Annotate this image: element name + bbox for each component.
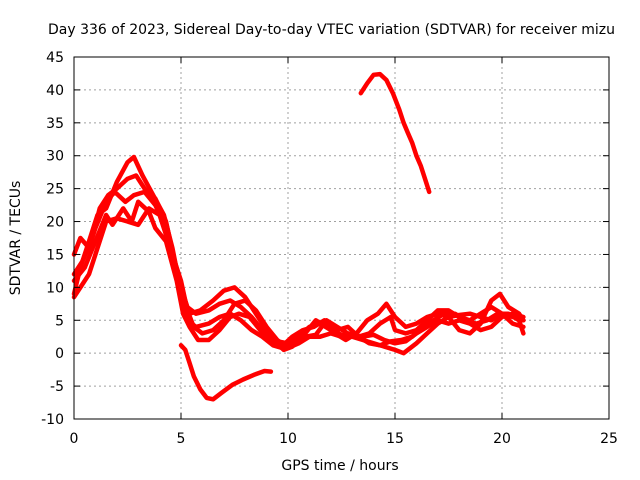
data-series <box>71 71 526 402</box>
x-tick-label: 5 <box>177 431 186 447</box>
y-tick-label: 45 <box>46 50 64 66</box>
y-tick-label: 10 <box>46 280 64 296</box>
y-tick-label: -10 <box>41 412 64 428</box>
series-line-trace-6 <box>178 343 274 402</box>
y-tick-label: 40 <box>46 83 64 99</box>
y-tick-label: 25 <box>46 182 64 198</box>
x-tick-label: 20 <box>493 431 511 447</box>
y-tick-label: 35 <box>46 116 64 132</box>
y-axis-label: SDTVAR / TECUs <box>8 181 24 296</box>
y-tick-label: 30 <box>46 149 64 165</box>
series-line-trace-3 <box>71 189 526 351</box>
series-line-trace-5 <box>71 206 526 351</box>
x-tick-label: 0 <box>70 431 79 447</box>
x-axis-label: GPS time / hours <box>281 458 398 474</box>
series-line-trace-7 <box>358 71 432 195</box>
x-tick-label: 25 <box>600 431 618 447</box>
x-tick-label: 15 <box>386 431 404 447</box>
axis-ticks: 0 5 10 15 20 25 -10 -5 0 5 10 15 20 25 30 35 40 45 <box>41 50 618 447</box>
x-tick-label: 10 <box>279 431 297 447</box>
chart-title: Day 336 of 2023, Sidereal Day-to-day VTE… <box>48 22 615 38</box>
y-tick-label: 15 <box>46 247 64 263</box>
y-tick-label: 5 <box>55 313 64 329</box>
y-tick-label: 0 <box>55 346 64 362</box>
plot-border <box>73 56 610 420</box>
y-tick-label: 20 <box>46 215 64 231</box>
y-tick-label: -5 <box>50 379 64 395</box>
grid <box>74 57 609 419</box>
